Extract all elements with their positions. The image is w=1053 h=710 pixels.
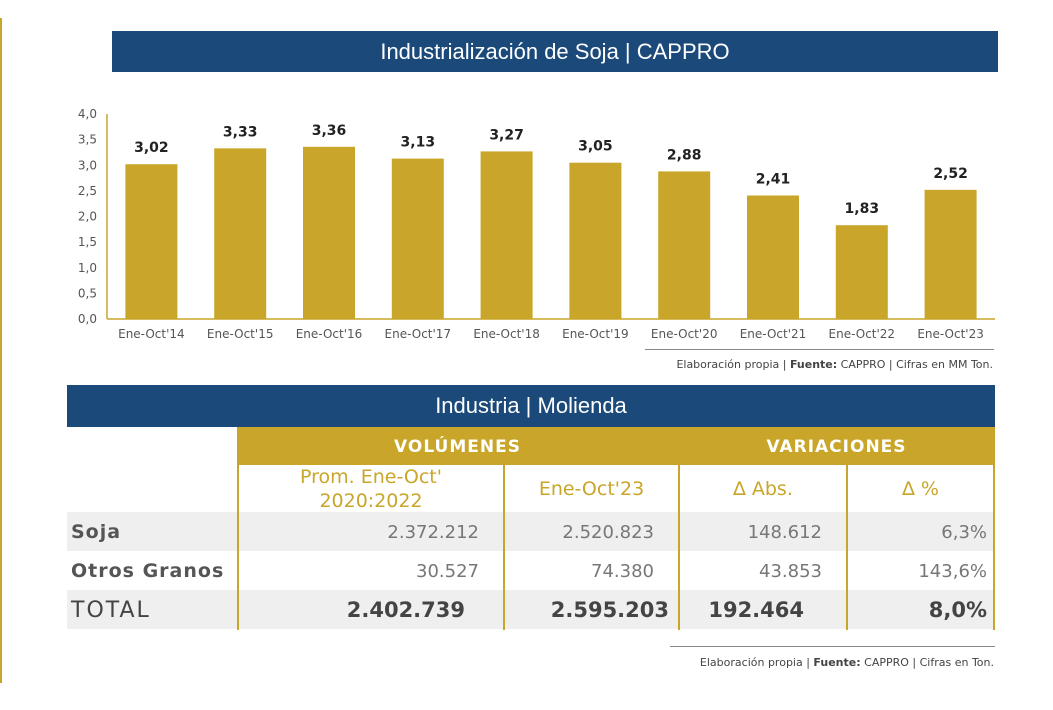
- row-label: TOTAL: [71, 598, 151, 623]
- left-accent-rule: [0, 18, 2, 683]
- current-column-header: Ene-Oct'23: [538, 477, 645, 500]
- avg-cell: 2.372.212: [387, 522, 479, 543]
- x-tick-label: Ene-Oct'20: [651, 327, 718, 341]
- volumes-group-header: VOLÚMENES: [237, 427, 678, 465]
- row-label: Soja: [71, 521, 122, 543]
- x-tick-label: Ene-Oct'18: [473, 327, 540, 341]
- chart-source-suffix: CAPPRO | Cifras en MM Ton.: [837, 358, 993, 371]
- table-row: Soja 2.372.212 2.520.823 148.612 6,3%: [67, 512, 995, 551]
- bar-value-label: 3,33: [223, 124, 258, 140]
- row-label: Otros Granos: [71, 560, 225, 582]
- bar: [658, 171, 711, 319]
- column-divider: [503, 465, 505, 630]
- current-cell: 2.520.823: [562, 522, 654, 543]
- bar-value-label: 3,05: [578, 139, 613, 155]
- bar-value-label: 1,83: [845, 201, 880, 217]
- table-source-prefix: Elaboración propia |: [699, 656, 814, 669]
- bar: [303, 146, 355, 319]
- chart-title-banner: Industrialización de Soja | CAPPRO: [112, 31, 998, 72]
- bar: [125, 164, 178, 319]
- abs-cell: 148.612: [747, 522, 822, 543]
- avg-header-line1: Prom. Ene-Oct': [300, 465, 442, 488]
- bar-value-label: 3,13: [401, 135, 436, 151]
- abs-cell: 192.464: [708, 598, 804, 622]
- table-title-banner: Industria | Molienda: [67, 385, 995, 427]
- pct-column-header: ∆ %: [902, 477, 939, 500]
- bar: [214, 148, 267, 319]
- bar: [391, 158, 444, 319]
- column-divider: [237, 465, 239, 630]
- y-tick-label: 2,0: [78, 210, 97, 224]
- x-tick-label: Ene-Oct'15: [207, 327, 274, 341]
- table-source-bold: Fuente:: [813, 656, 861, 669]
- bar-value-label: 3,27: [489, 127, 524, 143]
- avg-column-header: Prom. Ene-Oct' 2020:2022: [239, 465, 503, 512]
- column-divider: [846, 465, 848, 630]
- avg-header-line2: 2020:2022: [319, 489, 423, 512]
- bar: [924, 189, 977, 319]
- bar-value-label: 2,52: [933, 166, 968, 182]
- bar: [835, 225, 888, 319]
- table-source-divider: [670, 646, 995, 647]
- bar-value-label: 3,36: [312, 123, 347, 139]
- bar-value-label: 2,88: [667, 147, 702, 163]
- y-tick-label: 3,5: [78, 133, 97, 147]
- table-row-total: TOTAL 2.402.739 2.595.203 192.464 8,0%: [67, 590, 995, 629]
- y-tick-label: 2,5: [78, 184, 97, 198]
- x-tick-label: Ene-Oct'17: [385, 327, 452, 341]
- current-cell: 74.380: [591, 561, 654, 582]
- y-tick-label: 1,0: [78, 261, 97, 275]
- x-tick-label: Ene-Oct'16: [296, 327, 363, 341]
- column-divider: [993, 465, 995, 630]
- table-source-suffix: CAPPRO | Cifras en Ton.: [860, 656, 994, 669]
- x-tick-label: Ene-Oct'22: [829, 327, 896, 341]
- y-tick-label: 0,0: [78, 312, 97, 326]
- column-divider: [678, 465, 680, 630]
- avg-cell: 30.527: [416, 561, 479, 582]
- chart-source-bold: Fuente:: [789, 358, 838, 371]
- current-cell: 2.595.203: [550, 598, 669, 622]
- bar-chart: 0,0 0,5 1,0 1,5 2,0 2,5 3,0 3,5 4,0 3,02 Ene-Oct'1…: [78, 107, 995, 341]
- chart-source-divider: [645, 349, 994, 350]
- bar: [569, 162, 622, 319]
- chart-source-prefix: Elaboración propia |: [676, 358, 790, 371]
- x-tick-label: Ene-Oct'14: [118, 327, 185, 341]
- abs-column-header: ∆ Abs.: [733, 477, 793, 500]
- avg-cell: 2.402.739: [346, 598, 465, 622]
- x-tick-label: Ene-Oct'23: [917, 327, 984, 341]
- bar-value-label: 2,41: [756, 171, 791, 187]
- bar: [747, 195, 799, 319]
- table-row: Otros Granos 30.527 74.380 43.853 143,6%: [67, 551, 995, 590]
- x-tick-label: Ene-Oct'21: [740, 327, 807, 341]
- variations-group-header: VARIACIONES: [678, 427, 995, 465]
- table-source-note: Elaboración propia | Fuente: CAPPRO | Ci…: [700, 656, 994, 669]
- x-tick-label: Ene-Oct'19: [562, 327, 629, 341]
- chart-source-note: Elaboración propia | Fuente: CAPPRO | Ci…: [676, 358, 993, 371]
- bar: [480, 151, 533, 319]
- y-tick-label: 3,0: [78, 158, 97, 172]
- abs-cell: 43.853: [759, 561, 822, 582]
- y-tick-label: 4,0: [78, 107, 97, 121]
- pct-cell: 143,6%: [918, 561, 987, 582]
- y-tick-label: 1,5: [78, 235, 97, 249]
- y-tick-label: 0,5: [78, 286, 97, 300]
- pct-cell: 8,0%: [928, 598, 987, 622]
- bar-value-label: 3,02: [134, 140, 169, 156]
- pct-cell: 6,3%: [941, 522, 987, 543]
